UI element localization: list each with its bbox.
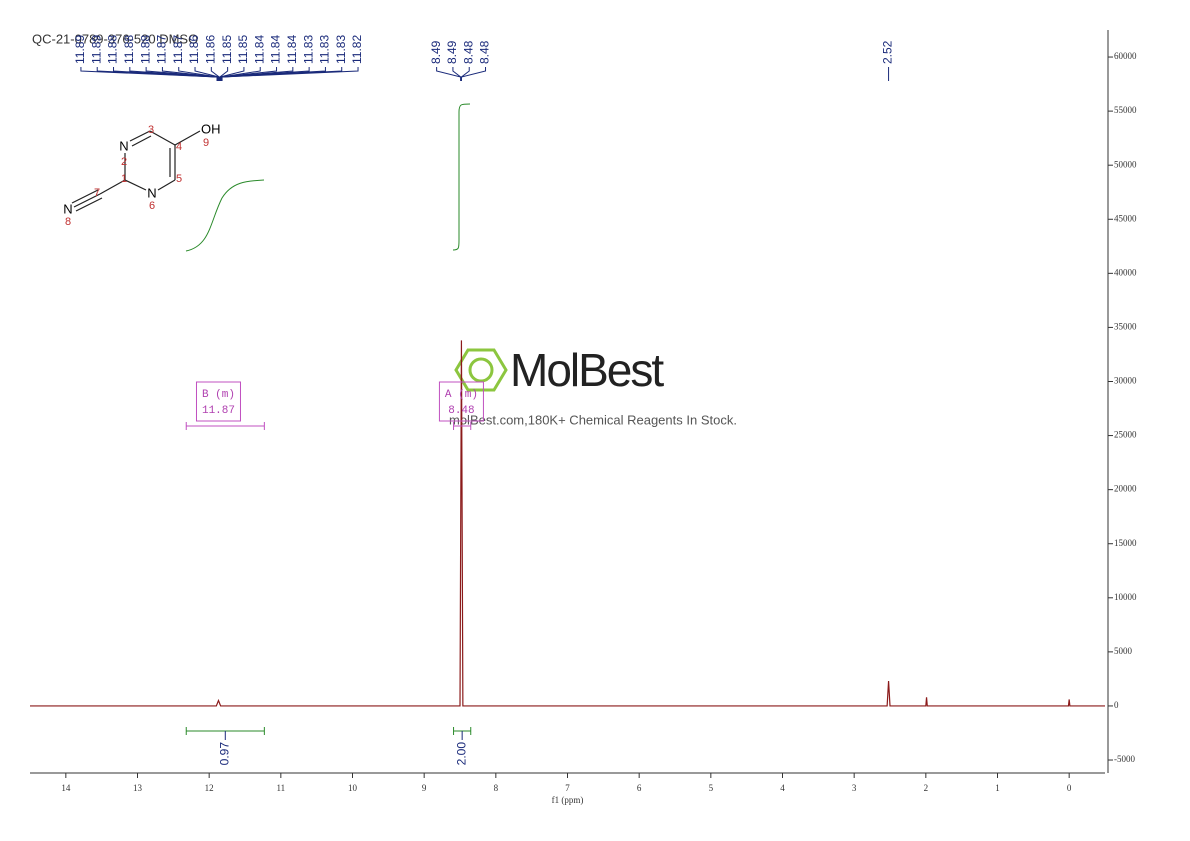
y-tick-label: -5000	[1114, 754, 1135, 764]
watermark-logo	[454, 348, 508, 392]
structure	[71, 130, 201, 212]
x-tick-label: 3	[852, 783, 857, 793]
atom-number: 3	[148, 124, 154, 136]
peak-label: 11.87	[155, 35, 169, 64]
x-tick-label: 0	[1067, 783, 1072, 793]
y-tick-label: 35000	[1114, 321, 1137, 331]
peak-label: 11.85	[236, 35, 250, 64]
y-tick-label: 10000	[1114, 592, 1137, 602]
x-tick-label: 7	[565, 783, 570, 793]
integral-label: 2.00	[454, 742, 468, 766]
x-tick-label: 4	[780, 783, 785, 793]
multiplet-shift: 8.48	[448, 405, 474, 417]
chart-title: QC-21-0789-376-520 DMSO	[32, 31, 198, 46]
x-tick-label: 8	[494, 783, 499, 793]
peak-label: 11.84	[252, 35, 266, 64]
x-tick-label: 2	[924, 783, 929, 793]
atom-number: 7	[94, 187, 100, 199]
y-tick-label: 40000	[1114, 267, 1137, 277]
x-tick-label: 10	[348, 783, 358, 793]
x-tick-label: 9	[422, 783, 427, 793]
y-tick-label: 25000	[1114, 430, 1137, 440]
atom-label: N	[63, 201, 72, 216]
peak-label: 11.86	[204, 35, 218, 64]
peak-label: 11.83	[334, 35, 348, 64]
atom-label: OH	[201, 121, 221, 136]
integral-label: 0.97	[217, 742, 231, 766]
peak-label: 2.52	[881, 40, 895, 64]
atom-number: 9	[203, 137, 209, 149]
peak-label: 8.48	[461, 40, 475, 64]
atom-label: N	[147, 185, 156, 200]
peak-label: 11.84	[269, 35, 283, 64]
peak-connector	[145, 67, 219, 81]
atom-label: N	[119, 138, 128, 153]
peak-label: 11.88	[122, 35, 136, 64]
multiplet-name: B (m)	[202, 389, 235, 401]
peak-label: 11.88	[106, 35, 120, 64]
multiplet-name: A (m)	[445, 389, 478, 401]
peak-connector	[113, 67, 219, 81]
peak-label: 11.82	[350, 35, 364, 64]
integral-curve	[185, 179, 265, 252]
y-tick-label: 5000	[1114, 646, 1133, 656]
atom-number: 8	[65, 216, 71, 228]
x-axis-label: f1 (ppm)	[552, 795, 584, 805]
y-tick-label: 20000	[1114, 484, 1137, 494]
y-tick-label: 55000	[1114, 105, 1137, 115]
watermark-name: MolBest	[510, 344, 664, 396]
y-tick-label: 45000	[1114, 213, 1137, 223]
x-tick-label: 11	[276, 783, 285, 793]
x-tick-label: 6	[637, 783, 642, 793]
x-tick-label: 5	[709, 783, 714, 793]
peak-label: 11.88	[138, 35, 152, 64]
peak-label: 11.83	[318, 35, 332, 64]
peak-label: 11.84	[285, 35, 299, 64]
peak-connector	[220, 67, 294, 81]
peak-label: 11.83	[301, 35, 315, 64]
multiplet-box	[195, 381, 241, 422]
peak-label: 11.86	[187, 35, 201, 64]
peak-connector	[210, 67, 220, 81]
y-tick-label: 15000	[1114, 538, 1137, 548]
multiplet-shift: 11.87	[202, 405, 235, 417]
spectrum	[30, 340, 1105, 707]
peak-label: 11.85	[220, 35, 234, 64]
peak-label: 8.49	[429, 40, 443, 64]
peak-label: 11.89	[89, 35, 103, 64]
atom-number: 2	[121, 156, 127, 168]
x-tick-label: 13	[133, 783, 143, 793]
y-tick-label: 0	[1114, 700, 1119, 710]
x-tick-label: 12	[205, 783, 214, 793]
atom-number: 6	[149, 200, 155, 212]
x-tick-label: 1	[995, 783, 1000, 793]
watermark-slogan: molBest.com,180K+ Chemical Reagents In S…	[449, 412, 737, 427]
peak-connector	[219, 67, 245, 81]
peak-connector	[178, 67, 219, 81]
integral-curve	[452, 103, 471, 251]
multiplet-box	[438, 381, 484, 422]
peak-label: 11.89	[73, 35, 87, 64]
y-tick-label: 60000	[1114, 51, 1137, 61]
y-tick-label: 50000	[1114, 159, 1137, 169]
atom-number: 4	[176, 141, 182, 153]
peak-label: 8.49	[445, 40, 459, 64]
peak-label: 8.48	[478, 40, 492, 64]
atom-number: 5	[176, 173, 182, 185]
peak-connector	[460, 67, 470, 81]
atom-number: 1	[121, 173, 127, 185]
peak-connector	[460, 67, 487, 81]
peak-label: 11.87	[171, 35, 185, 64]
x-tick-label: 14	[61, 783, 71, 793]
peak-connector	[452, 67, 462, 81]
peak-connector	[221, 67, 359, 81]
y-tick-label: 30000	[1114, 376, 1137, 386]
